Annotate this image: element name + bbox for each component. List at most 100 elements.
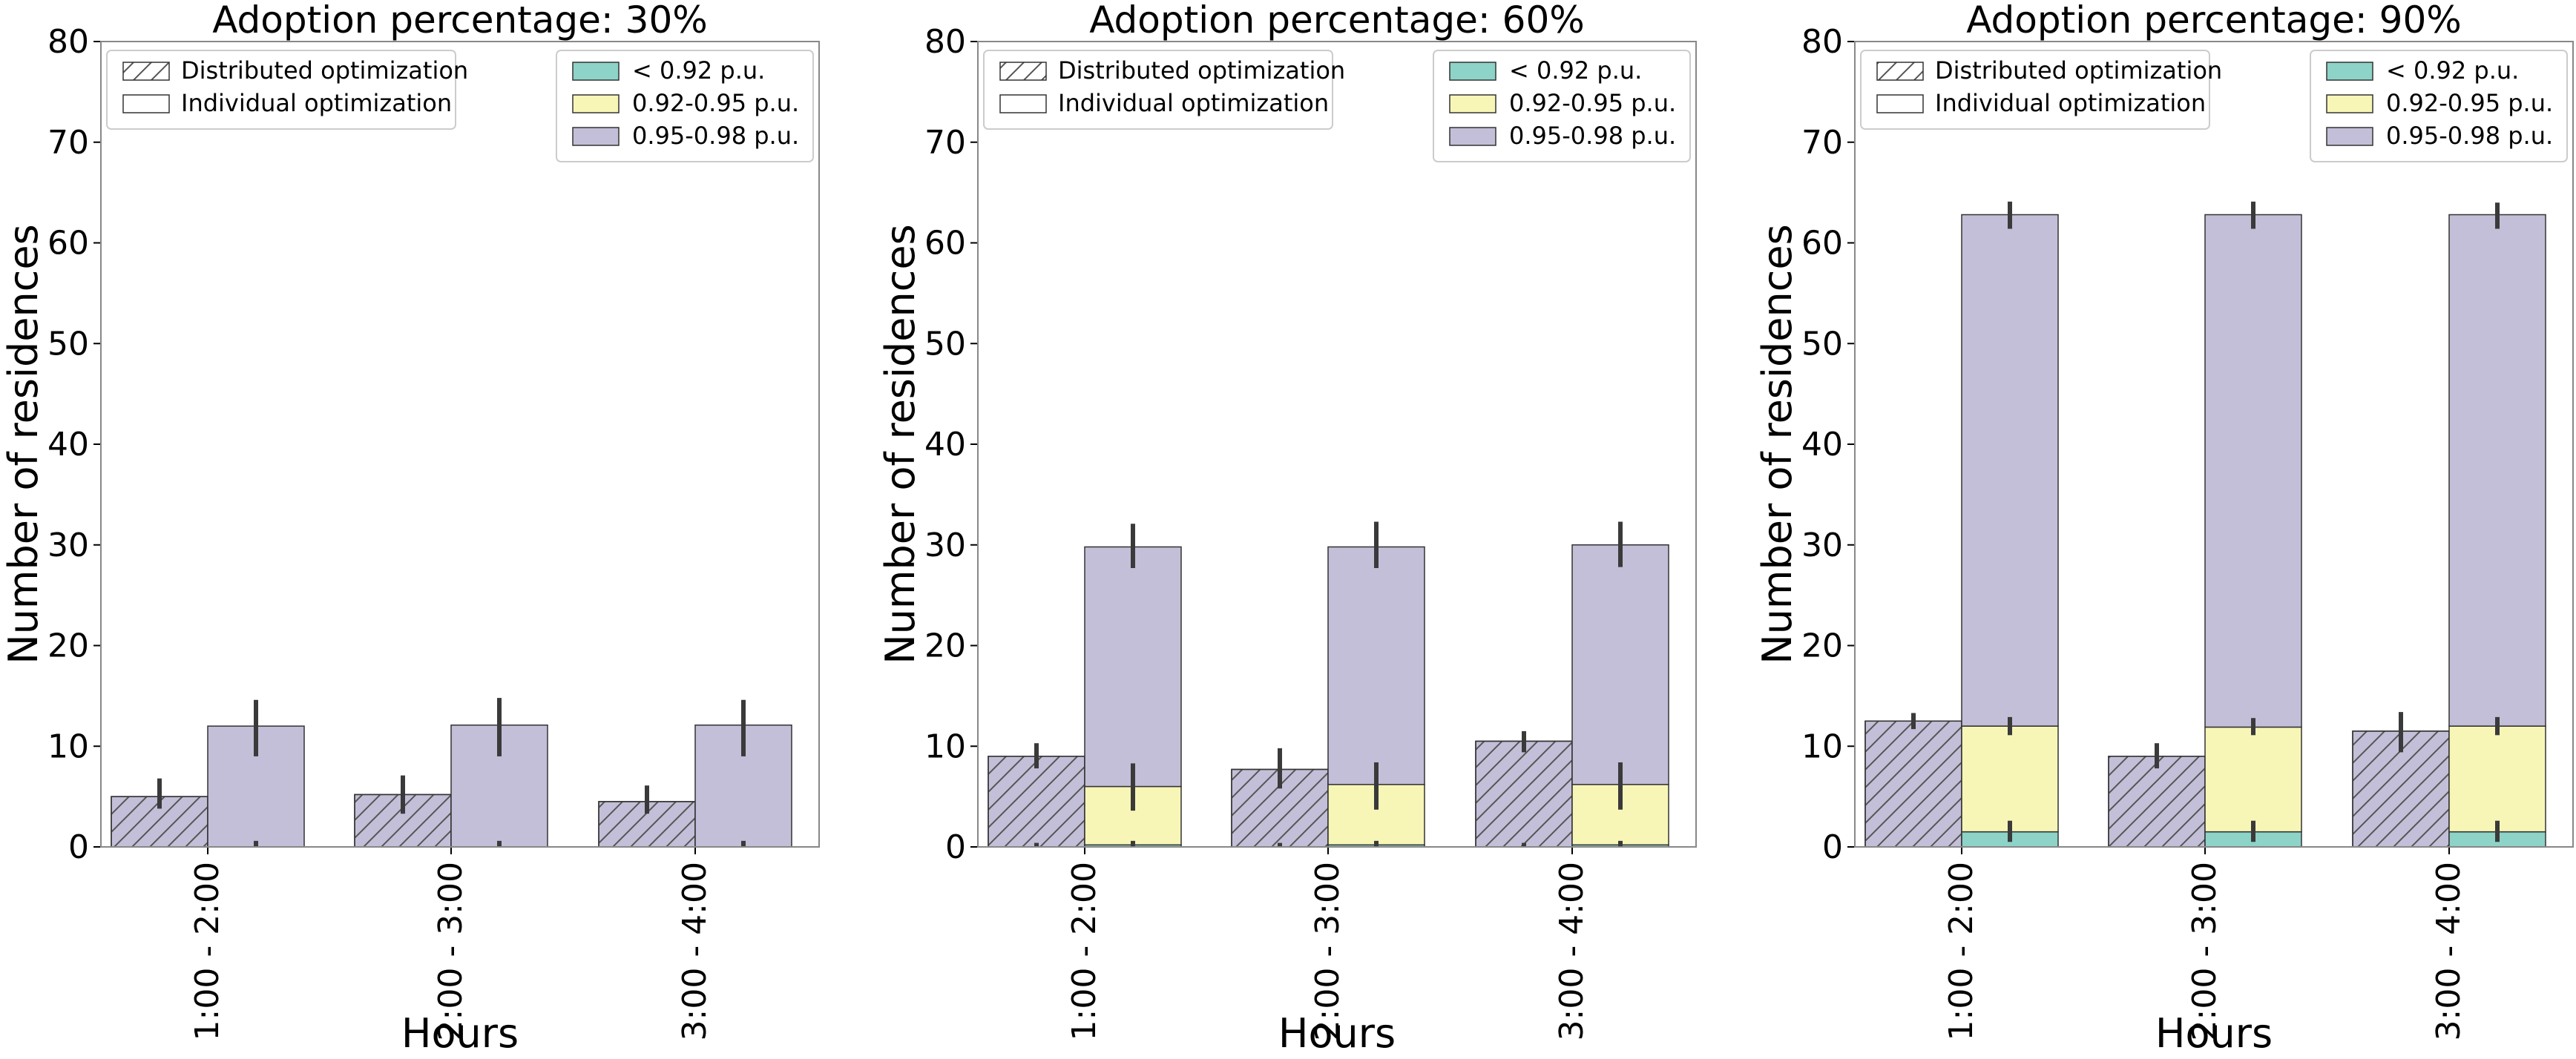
- legend-label: Distributed optimization: [1058, 56, 1345, 85]
- y-tick-label: 10: [47, 728, 89, 765]
- y-axis-label: Number of residences: [877, 224, 924, 664]
- plot-frame: [100, 41, 820, 848]
- y-tick-label: 30: [924, 527, 966, 564]
- legend-box: [1860, 50, 2210, 130]
- y-tick-label: 60: [924, 225, 966, 263]
- y-tick-label: 70: [1801, 124, 1843, 162]
- y-tick-label: 20: [47, 627, 89, 665]
- legend-swatch-bin: [572, 127, 620, 146]
- x-axis-label: Hours: [1278, 1010, 1396, 1057]
- chart-title: Adoption percentage: 90%: [1966, 0, 2462, 42]
- bar-individual-high: [1084, 546, 1182, 788]
- legend-swatch-plain: [1876, 94, 1924, 113]
- legend-swatch-bin: [2326, 127, 2373, 146]
- y-tick-label: 50: [1801, 325, 1843, 363]
- legend-label: < 0.92 p.u.: [1509, 56, 1642, 85]
- y-tick-label: 70: [47, 124, 89, 162]
- bar-individual-mid: [2448, 725, 2546, 833]
- legend-swatch-bin: [1449, 62, 1496, 81]
- y-tick-label: 0: [68, 828, 89, 866]
- legend-box: [983, 50, 1333, 130]
- x-axis-label: Hours: [401, 1010, 519, 1057]
- y-tick-label: 0: [945, 828, 966, 866]
- x-tick-label: 3:00 - 4:00: [2430, 862, 2468, 1040]
- legend-swatch-plain: [999, 94, 1047, 113]
- y-tick-label: 30: [1801, 527, 1843, 564]
- y-tick-label: 80: [1801, 23, 1843, 61]
- y-tick-label: 50: [924, 325, 966, 363]
- legend-swatch-hatched: [122, 62, 170, 81]
- bar-individual-high: [2448, 214, 2546, 727]
- legend-label: 0.92-0.95 p.u.: [1509, 89, 1676, 117]
- y-tick-label: 0: [1822, 828, 1843, 866]
- x-tick-label: 2:00 - 3:00: [1309, 862, 1347, 1040]
- x-tick-label: 2:00 - 3:00: [432, 862, 470, 1040]
- x-tick-label: 1:00 - 2:00: [1942, 862, 1980, 1040]
- y-tick-label: 80: [924, 23, 966, 61]
- plot-frame: [977, 41, 1697, 848]
- bar-individual-high: [2204, 214, 2302, 728]
- legend-label: Individual optimization: [1935, 89, 2206, 117]
- legend-label: < 0.92 p.u.: [632, 56, 765, 85]
- y-tick-label: 20: [1801, 627, 1843, 665]
- bar-individual-high: [1961, 214, 2059, 727]
- legend-swatch-bin: [1449, 94, 1496, 113]
- y-axis-label: Number of residences: [1754, 224, 1801, 664]
- bar-individual-high: [1571, 544, 1669, 785]
- legend-box: [556, 50, 814, 162]
- legend-patterns: Distributed optimization Individual optim…: [983, 50, 1345, 130]
- legend-voltage-bins: < 0.92 p.u. 0.92-0.95 p.u. 0.95-0.98 p.u.: [2310, 50, 2568, 162]
- chart-panel-2: Adoption percentage: 60% Number of reside…: [877, 0, 1697, 1057]
- y-tick-label: 40: [924, 426, 966, 463]
- y-tick-label: 40: [1801, 426, 1843, 463]
- y-tick-label: 50: [47, 325, 89, 363]
- legend-label: Individual optimization: [1058, 89, 1329, 117]
- x-tick-label: 2:00 - 3:00: [2186, 862, 2224, 1040]
- y-axis-label: Number of residences: [0, 224, 47, 664]
- legend-swatch-plain: [122, 94, 170, 113]
- legend-box: [106, 50, 456, 130]
- legend-label: < 0.92 p.u.: [2386, 56, 2519, 85]
- legend-label: 0.95-0.98 p.u.: [2386, 122, 2553, 150]
- legend-patterns: Distributed optimization Individual optim…: [106, 50, 468, 130]
- y-tick-label: 70: [924, 124, 966, 162]
- bar-individual-mid: [1961, 725, 2059, 833]
- legend-label: 0.95-0.98 p.u.: [1509, 122, 1676, 150]
- legend-box: [1433, 50, 1691, 162]
- legend-label: Distributed optimization: [181, 56, 468, 85]
- y-tick-label: 60: [47, 225, 89, 263]
- chart-panel-1: Adoption percentage: 30% Number of reside…: [0, 0, 820, 1057]
- x-tick-label: 3:00 - 4:00: [1553, 862, 1591, 1040]
- y-tick-label: 10: [1801, 728, 1843, 765]
- y-tick-label: 30: [47, 527, 89, 564]
- legend-swatch-bin: [1449, 127, 1496, 146]
- chart-title: Adoption percentage: 30%: [212, 0, 708, 42]
- legend-swatch-hatched: [999, 62, 1047, 81]
- y-tick-label: 10: [924, 728, 966, 765]
- legend-swatch-bin: [572, 94, 620, 113]
- chart-panel-3: Adoption percentage: 90% Number of reside…: [1754, 0, 2574, 1057]
- legend-box: [2310, 50, 2568, 162]
- legend-label: Individual optimization: [181, 89, 452, 117]
- bar-hatch-overlay: [988, 756, 1085, 848]
- bar-individual-mid: [2204, 726, 2302, 833]
- y-tick-label: 20: [924, 627, 966, 665]
- x-tick-label: 1:00 - 2:00: [1065, 862, 1103, 1040]
- legend-label: Distributed optimization: [1935, 56, 2222, 85]
- y-tick-label: 80: [47, 23, 89, 61]
- chart-title: Adoption percentage: 60%: [1089, 0, 1585, 42]
- legend-label: 0.95-0.98 p.u.: [632, 122, 799, 150]
- bar-hatch-overlay: [2108, 756, 2206, 848]
- y-tick-label: 60: [1801, 225, 1843, 263]
- x-tick-label: 3:00 - 4:00: [676, 862, 714, 1040]
- legend-swatch-bin: [572, 62, 620, 81]
- x-axis-label: Hours: [2155, 1010, 2273, 1057]
- bar-hatch-overlay: [1864, 720, 1962, 848]
- legend-voltage-bins: < 0.92 p.u. 0.92-0.95 p.u. 0.95-0.98 p.u.: [1433, 50, 1691, 162]
- legend-label: 0.92-0.95 p.u.: [2386, 89, 2553, 117]
- legend-voltage-bins: < 0.92 p.u. 0.92-0.95 p.u. 0.95-0.98 p.u.: [556, 50, 814, 162]
- legend-swatch-hatched: [1876, 62, 1924, 81]
- bar-individual-high: [1327, 546, 1425, 785]
- plot-frame: [1854, 41, 2574, 848]
